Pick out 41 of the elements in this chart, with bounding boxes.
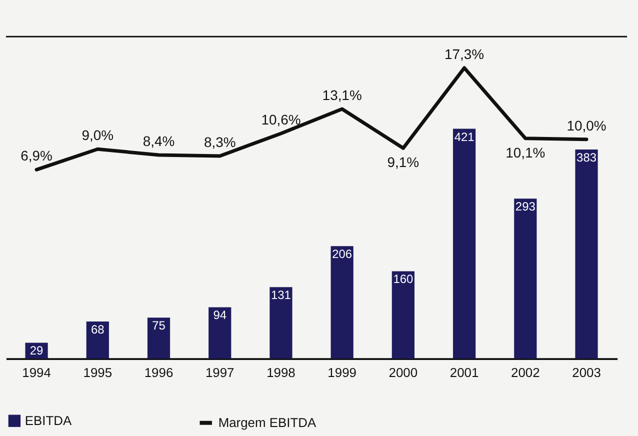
data-label: 160 bbox=[393, 272, 414, 286]
bar bbox=[86, 321, 109, 359]
bar bbox=[514, 198, 537, 359]
x-tick-label: 2001 bbox=[450, 365, 479, 380]
x-tick-label: 1998 bbox=[266, 365, 296, 380]
x-tick-label: 1995 bbox=[83, 365, 112, 380]
data-label: 9,1% bbox=[387, 154, 420, 170]
bar bbox=[270, 287, 292, 359]
data-label: 9,0% bbox=[82, 127, 114, 144]
legend-label: EBITDA bbox=[24, 412, 72, 428]
bar bbox=[330, 246, 354, 359]
x-tick-label: 1994 bbox=[22, 365, 51, 380]
data-label: 6,9% bbox=[20, 148, 52, 164]
data-label: 17,3% bbox=[444, 46, 484, 62]
data-label: 8,3% bbox=[204, 134, 236, 150]
x-tick-label: 2003 bbox=[572, 365, 601, 380]
x-tick-label: 1996 bbox=[144, 365, 174, 380]
x-tick-label: 2002 bbox=[511, 365, 540, 380]
data-label: 94 bbox=[213, 308, 227, 322]
data-label: 75 bbox=[152, 318, 166, 333]
data-label: 29 bbox=[30, 344, 44, 358]
bar bbox=[452, 128, 476, 359]
data-label: 13,1% bbox=[322, 87, 362, 104]
data-label: 421 bbox=[454, 130, 475, 144]
x-tick-label: 1999 bbox=[328, 365, 356, 380]
bar bbox=[147, 318, 170, 359]
data-label: 8,4% bbox=[142, 133, 175, 150]
bar bbox=[208, 307, 232, 359]
x-tick-label: 2000 bbox=[388, 365, 418, 380]
x-tick-label: 1997 bbox=[205, 365, 234, 380]
bar bbox=[392, 271, 414, 359]
data-label: 10,0% bbox=[566, 117, 606, 134]
data-label: 68 bbox=[90, 322, 105, 336]
data-label: 293 bbox=[515, 200, 536, 214]
bar bbox=[575, 150, 598, 359]
data-label: 131 bbox=[270, 288, 292, 302]
data-label: 206 bbox=[332, 247, 352, 262]
data-label: 10,6% bbox=[261, 111, 301, 128]
legend-label: Margem EBITDA bbox=[218, 414, 316, 430]
data-label: 10,1% bbox=[506, 144, 546, 160]
data-label: 383 bbox=[576, 150, 597, 165]
